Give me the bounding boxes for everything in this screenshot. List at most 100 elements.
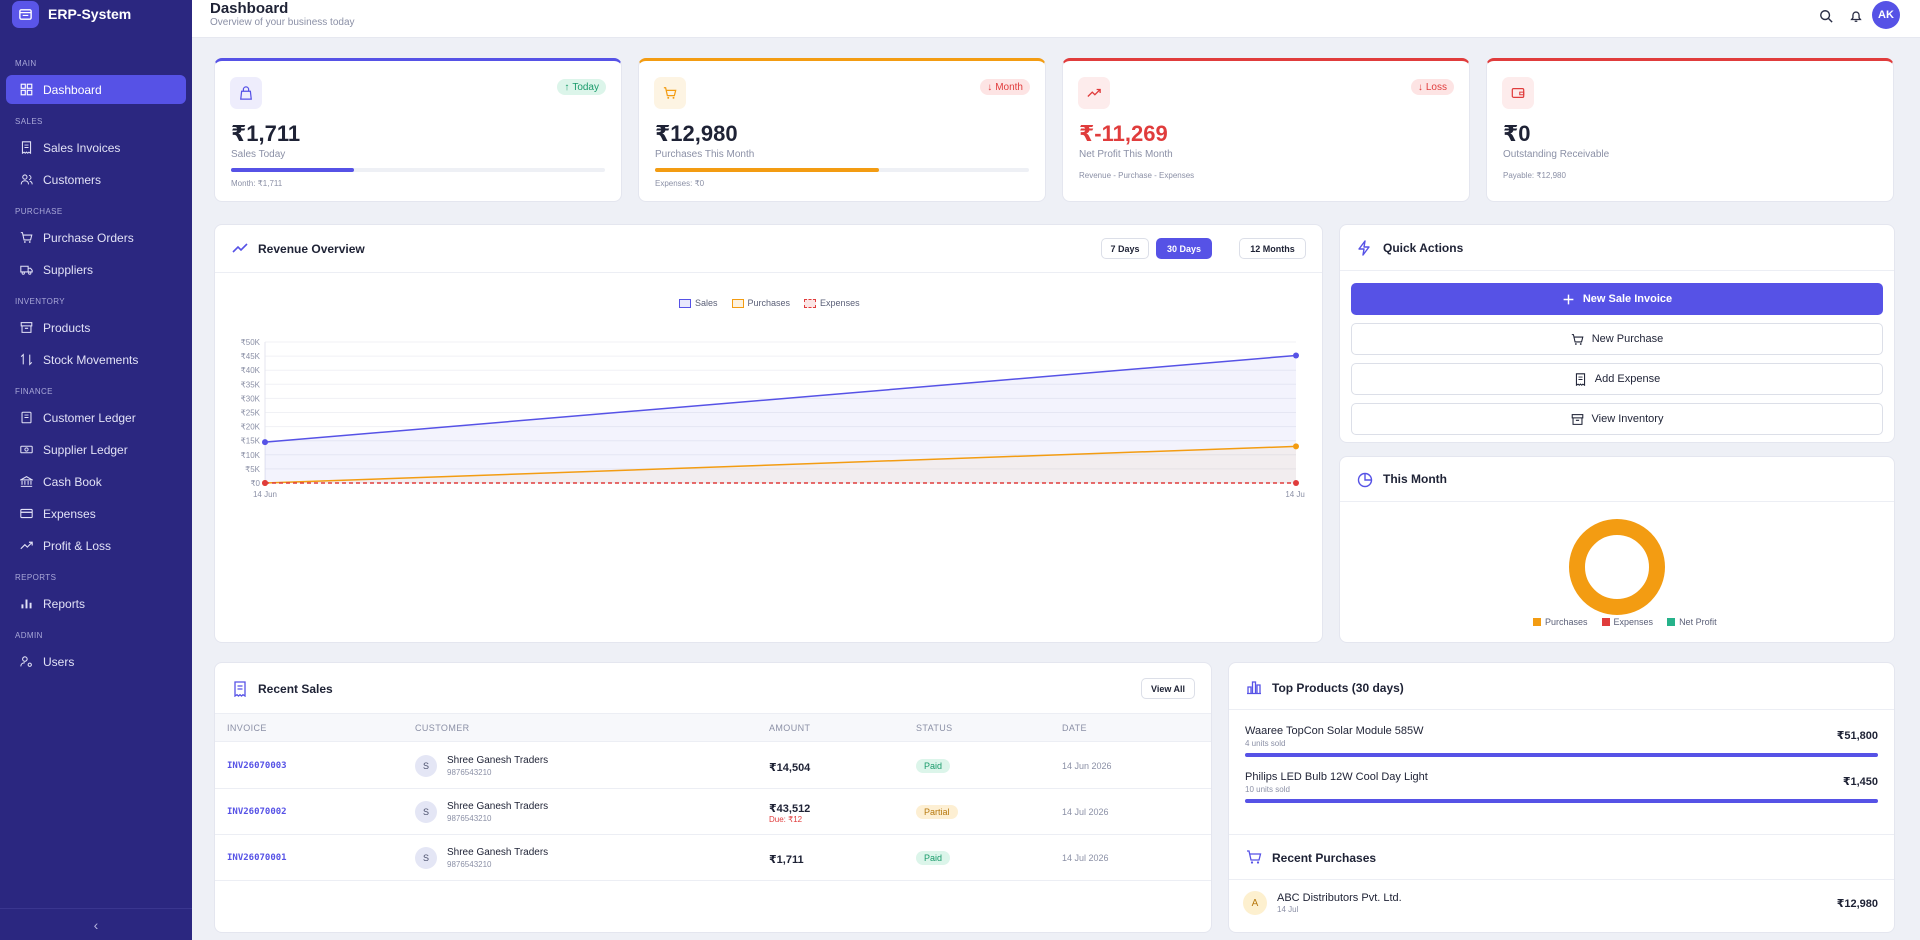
collapse-sidebar-button[interactable]: ‹ <box>0 908 192 940</box>
product-name: Philips LED Bulb 12W Cool Day Light <box>1245 771 1428 783</box>
store-icon <box>12 0 39 28</box>
arrow-icon: ↓ <box>987 81 993 93</box>
recent-sales-title: Recent Sales <box>258 682 333 696</box>
legend-item[interactable]: Net Profit <box>1667 617 1717 627</box>
stat-sub-text: Expenses: ₹0 <box>655 179 705 188</box>
recent-purchases-title: Recent Purchases <box>1272 851 1377 865</box>
column-header: CUSTOMER <box>415 723 470 733</box>
legend-item[interactable]: Sales <box>679 298 718 308</box>
sidebar-item-products[interactable]: Products <box>6 313 186 342</box>
amount: ₹1,711 <box>769 854 804 866</box>
stat-label: Purchases This Month <box>655 149 755 160</box>
status-badge: ↓ Loss <box>1410 79 1454 95</box>
invoice-link[interactable]: INV26070003 <box>227 761 287 771</box>
brand[interactable]: ERP-System <box>0 0 192 28</box>
sidebar-item-customers[interactable]: Customers <box>6 165 186 194</box>
legend-item[interactable]: Expenses <box>1601 617 1653 627</box>
card-header <box>215 225 1322 273</box>
table-row[interactable]: INV26070002 S Shree Ganesh Traders 98765432… <box>215 789 1211 835</box>
user-gear-icon <box>20 655 33 668</box>
quick-actions-title: Quick Actions <box>1383 241 1464 255</box>
sidebar-item-reports[interactable]: Reports <box>6 589 186 618</box>
cash-icon <box>20 443 33 456</box>
bar-chart-icon <box>1247 681 1261 695</box>
sidebar-item-users[interactable]: Users <box>6 647 186 676</box>
y-tick-label: ₹45K <box>241 352 261 361</box>
user-avatar[interactable]: AK <box>1872 1 1900 29</box>
sidebar-item-profit-loss[interactable]: Profit & Loss <box>6 531 186 560</box>
sidebar: ERP-System MAIN Dashboard SALES Sales Invoi… <box>0 0 192 940</box>
range-tab-12-months[interactable]: 12 Months <box>1239 238 1306 259</box>
units-sold: 10 units sold <box>1245 785 1290 794</box>
this-month-card: This Month Purchases Expenses Net Profit <box>1339 456 1895 643</box>
x-tick-label: 14 Jun <box>253 490 277 499</box>
sidebar-item-sales-invoices[interactable]: Sales Invoices <box>6 133 186 162</box>
add-expense-button[interactable]: Add Expense <box>1351 363 1883 395</box>
y-tick-label: ₹10K <box>241 451 261 460</box>
invoice-link[interactable]: INV26070001 <box>227 853 287 863</box>
legend-item[interactable]: Purchases <box>1533 617 1588 627</box>
product-bar <box>1245 753 1878 757</box>
stat-value: ₹1,711 <box>231 121 301 146</box>
stat-sub-text: Payable: ₹12,980 <box>1503 171 1566 180</box>
due-amount: Due: ₹12 <box>769 815 803 824</box>
table-row[interactable]: INV26070001 S Shree Ganesh Traders 98765432… <box>215 835 1211 881</box>
sidebar-item-label: Products <box>43 320 91 335</box>
product-revenue: ₹51,800 <box>1836 730 1878 742</box>
bar-chart-icon <box>20 597 33 610</box>
table-row[interactable]: INV26070003 S Shree Ganesh Traders 98765432… <box>215 743 1211 789</box>
legend-item[interactable]: Expenses <box>804 298 860 308</box>
y-tick-label: ₹20K <box>241 423 261 432</box>
bell-icon[interactable] <box>1846 6 1866 26</box>
search-icon[interactable] <box>1816 6 1836 26</box>
sidebar-item-dashboard[interactable]: Dashboard <box>6 75 186 104</box>
sidebar-item-supplier-ledger[interactable]: Supplier Ledger <box>6 435 186 464</box>
data-point <box>262 480 268 486</box>
invoice-link[interactable]: INV26070002 <box>227 807 287 817</box>
purchase-date: 14 Jul <box>1277 905 1299 914</box>
sidebar-item-label: Reports <box>43 596 86 611</box>
stat-card: ↑ Today ₹1,711 Sales Today Month: ₹1,711 <box>214 58 622 202</box>
column-header: DATE <box>1062 723 1087 733</box>
new-purchase-button[interactable]: New Purchase <box>1351 323 1883 355</box>
series-area <box>265 355 1296 483</box>
y-tick-label: ₹35K <box>241 380 261 389</box>
new-sale-invoice-button[interactable]: New Sale Invoice <box>1351 283 1883 315</box>
truck-icon <box>20 263 33 276</box>
series-line <box>264 445 1297 484</box>
cart-icon <box>1571 333 1584 346</box>
trend-up-icon <box>1078 77 1110 109</box>
sidebar-item-customer-ledger[interactable]: Customer Ledger <box>6 403 186 432</box>
sidebar-item-cash-book[interactable]: Cash Book <box>6 467 186 496</box>
range-tab-30-days[interactable]: 30 Days <box>1156 238 1212 259</box>
sidebar-item-label: Customers <box>43 172 102 187</box>
customer-name: Shree Ganesh Traders <box>447 847 549 858</box>
supplier-avatar: A <box>1243 891 1267 915</box>
sidebar-item-stock-movements[interactable]: Stock Movements <box>6 345 186 374</box>
stat-label: Outstanding Receivable <box>1503 149 1610 160</box>
sidebar-item-purchase-orders[interactable]: Purchase Orders <box>6 223 186 252</box>
sidebar-nav: MAIN Dashboard SALES Sales Invoices Customer… <box>0 58 192 676</box>
arrow-icon: ↓ <box>1417 81 1423 93</box>
sidebar-item-label: Customer Ledger <box>43 410 136 425</box>
column-header: STATUS <box>916 723 953 733</box>
customer-avatar: S <box>415 755 437 777</box>
purchase-amount: ₹12,980 <box>1836 898 1878 910</box>
legend-item[interactable]: Purchases <box>731 298 790 308</box>
stat-progress <box>231 168 605 172</box>
cart-icon <box>20 231 33 244</box>
view-inventory-button[interactable]: View Inventory <box>1351 403 1883 435</box>
range-tab-7-days[interactable]: 7 Days <box>1101 238 1149 259</box>
customer-avatar: S <box>415 801 437 823</box>
purchase-item[interactable]: A ABC Distributors Pvt. Ltd. 14 Jul ₹12,980 <box>1229 881 1894 925</box>
view-all-button[interactable]: View All <box>1140 678 1195 699</box>
stat-value: ₹12,980 <box>655 121 738 146</box>
stat-sub-text: Revenue - Purchase - Expenses <box>1079 171 1195 180</box>
sidebar-item-expenses[interactable]: Expenses <box>6 499 186 528</box>
nav-section-label: PURCHASE <box>15 207 63 216</box>
this-month-title: This Month <box>1383 472 1447 486</box>
donut-slice <box>1569 519 1665 615</box>
sidebar-item-label: Purchase Orders <box>43 230 134 245</box>
sidebar-item-suppliers[interactable]: Suppliers <box>6 255 186 284</box>
dashboard-icon <box>20 83 33 96</box>
